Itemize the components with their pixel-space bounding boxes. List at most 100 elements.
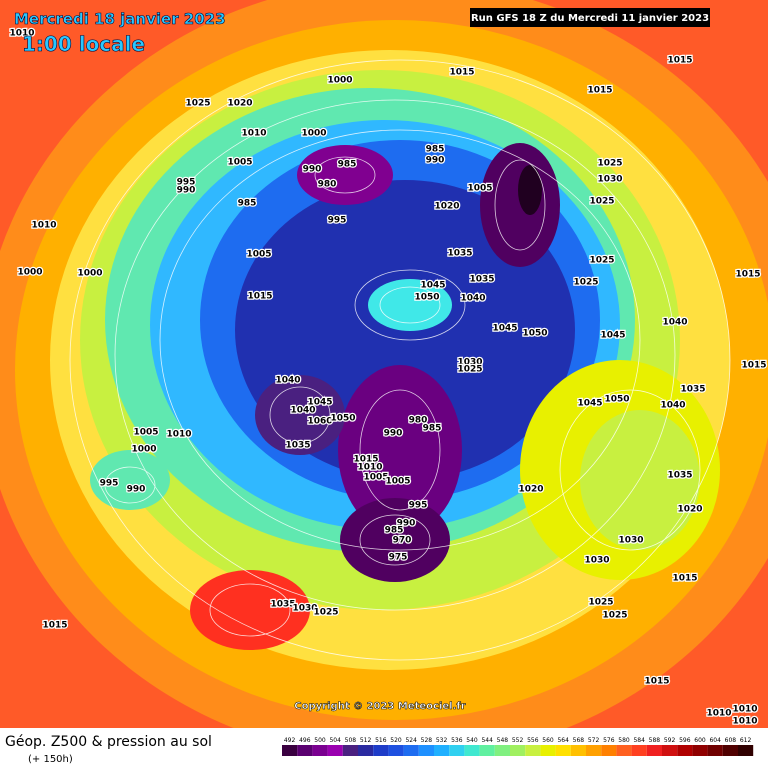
- pressure-label: 985: [426, 145, 445, 155]
- pressure-label: 1000: [131, 445, 156, 455]
- pressure-label: 1035: [469, 275, 494, 285]
- colorbar-label: 600: [694, 737, 706, 744]
- pressure-label: 1015: [42, 621, 67, 631]
- pressure-label: 995: [328, 216, 347, 226]
- pressure-label: 1015: [735, 270, 760, 280]
- run-box: [470, 8, 710, 27]
- colorbar-label: 564: [557, 737, 569, 744]
- colorbar-label: 568: [573, 737, 585, 744]
- pressure-label: 1045: [577, 399, 602, 409]
- pressure-label: 1035: [270, 600, 295, 610]
- field-patch: [340, 498, 450, 582]
- field-patch: [338, 365, 462, 535]
- colorbar-swatch: [616, 745, 632, 756]
- pressure-label: 1025: [573, 278, 598, 288]
- colorbar-swatch: [403, 745, 419, 756]
- colorbar-label: 540: [466, 737, 478, 744]
- pressure-label: 1015: [644, 677, 669, 687]
- field-patch: [480, 143, 560, 267]
- pressure-label: 1010: [9, 29, 34, 39]
- pressure-label: 1005: [133, 428, 158, 438]
- pressure-label: 1005: [385, 477, 410, 487]
- pressure-label: 1030: [292, 604, 317, 614]
- pressure-label: 1040: [460, 294, 485, 304]
- footer-title: Géop. Z500 & pression au sol: [5, 734, 212, 750]
- pressure-label: 1035: [447, 249, 472, 259]
- isobar: [359, 389, 441, 511]
- colorbar-swatch: [707, 745, 723, 756]
- colorbar-swatch: [586, 745, 602, 756]
- pressure-label: 1040: [660, 401, 685, 411]
- forecast-date: Mercredi 18 janvier 2023: [14, 10, 226, 28]
- colorbar-swatch: [662, 745, 678, 756]
- pressure-label: 995: [177, 178, 196, 188]
- pressure-label: 1010: [241, 129, 266, 139]
- pressure-label: 1000: [17, 268, 42, 278]
- colorbar-swatch: [388, 745, 404, 756]
- pressure-label: 1010: [732, 717, 757, 727]
- colorbar-swatch: [479, 745, 495, 756]
- pressure-label: 1000: [77, 269, 102, 279]
- colorbar-swatch: [282, 745, 298, 756]
- pressure-label: 1000: [327, 76, 352, 86]
- pressure-label: 1015: [672, 574, 697, 584]
- pressure-label: 1015: [353, 455, 378, 465]
- field-patch: [90, 450, 170, 510]
- colorbar-label: 544: [481, 737, 493, 744]
- colorbar-swatch: [525, 745, 541, 756]
- isobar: [114, 99, 676, 611]
- footer-subtitle: (+ 150h): [28, 754, 73, 765]
- colorbar-label: 552: [512, 737, 524, 744]
- colorbar-swatch: [570, 745, 586, 756]
- colorbar: 492 496 500 504 508 512 516 520 524 528 532 536 540 5…: [282, 737, 754, 756]
- pressure-label: 990: [177, 186, 196, 196]
- pressure-label: 1040: [275, 376, 300, 386]
- pressure-label: 980: [318, 180, 337, 190]
- isobar: [269, 386, 331, 444]
- colorbar-swatch: [540, 745, 556, 756]
- pressure-label: 980: [409, 416, 428, 426]
- pressure-label: 1020: [227, 99, 252, 109]
- pressure-label: 1040: [290, 406, 315, 416]
- colorbar-swatch: [464, 745, 480, 756]
- colorbar-label: 580: [618, 737, 630, 744]
- pressure-label: 1050: [414, 293, 439, 303]
- pressure-label: 1020: [434, 202, 459, 212]
- colorbar-label: 512: [360, 737, 372, 744]
- pressure-label: 1060: [307, 417, 332, 427]
- colorbar-label: 588: [649, 737, 661, 744]
- colorbar-swatch: [738, 745, 754, 756]
- colorbar-swatch: [373, 745, 389, 756]
- pressure-label: 1025: [589, 256, 614, 266]
- colorbar-label: 500: [314, 737, 326, 744]
- colorbar-label: 496: [299, 737, 311, 744]
- colorbar-label: 524: [405, 737, 417, 744]
- colorbar-label: 492: [284, 737, 296, 744]
- colorbar-label: 536: [451, 737, 463, 744]
- colorbar-swatch: [312, 745, 328, 756]
- pressure-label: 1010: [357, 463, 382, 473]
- pressure-label: 1025: [457, 365, 482, 375]
- colorbar-swatch: [692, 745, 708, 756]
- colorbar-label: 572: [588, 737, 600, 744]
- pressure-label: 1005: [363, 473, 388, 483]
- run-info: Run GFS 18 Z du Mercredi 11 janvier 2023: [471, 13, 709, 24]
- pressure-label: 1035: [285, 441, 310, 451]
- isobar: [314, 156, 376, 194]
- colorbar-swatch: [677, 745, 693, 756]
- pressure-label: 1015: [741, 361, 766, 371]
- field-patch: [580, 410, 700, 550]
- pressure-label: 1050: [604, 395, 629, 405]
- pressure-label: 1015: [247, 292, 272, 302]
- pressure-label: 1030: [457, 358, 482, 368]
- colorbar-swatch: [601, 745, 617, 756]
- colorbar-label: 576: [603, 737, 615, 744]
- pressure-label: 1005: [467, 184, 492, 194]
- colorbar-swatch: [646, 745, 662, 756]
- isobar: [354, 269, 466, 341]
- pressure-label: 1045: [307, 398, 332, 408]
- isobar: [359, 514, 431, 566]
